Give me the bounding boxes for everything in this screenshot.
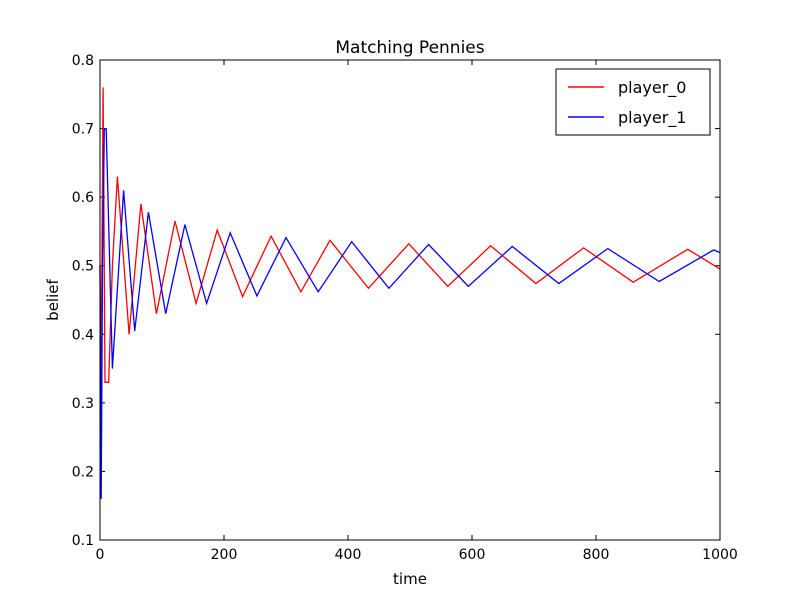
- x-tick-label: 400: [335, 547, 362, 563]
- chart-title: Matching Pennies: [335, 38, 484, 58]
- y-tick-label: 0.6: [72, 190, 94, 206]
- y-tick-label: 0.3: [72, 396, 94, 412]
- y-tick-label: 0.8: [72, 53, 94, 69]
- legend-label-player-1: player_1: [618, 108, 686, 128]
- y-axis-label: belief: [44, 278, 62, 320]
- x-tick-label: 1000: [702, 547, 738, 563]
- ticks: 0 200 400 600 800 1000 0.1 0.2 0.3 0.4 0.5 0.6 0.7 0.…: [72, 53, 738, 563]
- series-line-player-0: [99, 87, 721, 383]
- y-tick-label: 0.2: [72, 464, 94, 480]
- y-tick-label: 0.1: [72, 533, 94, 549]
- x-tick-label: 800: [583, 547, 610, 563]
- y-tick-label: 0.5: [72, 259, 94, 275]
- legend-box: [555, 68, 711, 136]
- x-tick-label: 600: [459, 547, 486, 563]
- y-tick-label: 0.7: [72, 122, 94, 138]
- series-line-player-1: [99, 127, 721, 499]
- legend: player_0 player_1: [555, 68, 711, 136]
- x-tick-label: 200: [211, 547, 238, 563]
- series-lines: [99, 87, 721, 499]
- x-axis-label: time: [393, 570, 427, 588]
- y-tick-label: 0.4: [72, 327, 94, 343]
- legend-label-player-0: player_0: [618, 78, 686, 98]
- axes-frame: [99, 59, 721, 541]
- x-tick-label: 0: [96, 547, 105, 563]
